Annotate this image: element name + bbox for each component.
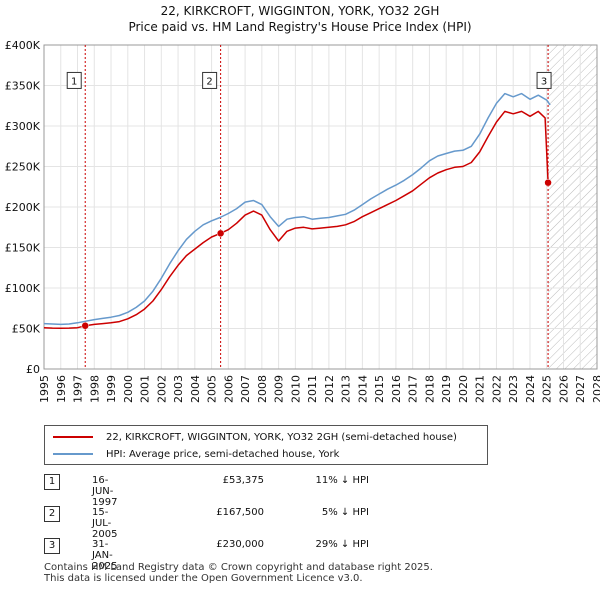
- footer-attribution: Contains HM Land Registry data © Crown c…: [44, 562, 433, 584]
- sale-marker-label: 1: [71, 76, 77, 87]
- sale-date: 16-JUN-1997: [92, 475, 118, 508]
- footer-line1: Contains HM Land Registry data © Crown c…: [44, 562, 433, 573]
- chart-title-line2: Price paid vs. HM Land Registry's House …: [128, 20, 472, 34]
- sale-point: [544, 178, 552, 187]
- y-tick-label: £100K: [5, 282, 41, 295]
- y-tick-label: £150K: [5, 242, 41, 255]
- legend-item-price: 22, KIRKCROFT, WIGGINTON, YORK, YO32 2GH…: [53, 430, 457, 444]
- sale-marker-box: [202, 71, 218, 89]
- y-tick-label: £300K: [5, 120, 41, 133]
- plot-frame: [43, 44, 598, 370]
- x-tick-label: 2010: [289, 375, 302, 403]
- legend-item-hpi: HPI: Average price, semi-detached house,…: [53, 447, 339, 461]
- sale-hpi-diff: 11% ↓ HPI: [315, 475, 369, 486]
- sale-number-badge: 3: [44, 538, 60, 554]
- sale-price: £167,500: [216, 507, 264, 518]
- x-tick-label: 2009: [273, 375, 286, 403]
- legend-hpi-label: HPI: Average price, semi-detached house,…: [106, 448, 340, 460]
- sale-marker-label: 3: [541, 76, 547, 87]
- x-tick-label: 2028: [591, 375, 600, 403]
- x-tick-label: 2018: [423, 375, 436, 403]
- sale-marker-box: [536, 71, 552, 89]
- sale-hpi-diff: 5% ↓ HPI: [321, 507, 369, 518]
- y-tick-label: £200K: [5, 201, 41, 214]
- y-tick-label: £0: [26, 363, 40, 376]
- price-paid-line: [43, 110, 549, 330]
- x-tick-label: 2022: [490, 375, 503, 403]
- hpi-line: [43, 92, 551, 326]
- sale-marker-box: [66, 71, 82, 89]
- sale-price: £53,375: [222, 475, 264, 486]
- x-tick-label: 1996: [55, 375, 68, 403]
- chart-legend: 22, KIRKCROFT, WIGGINTON, YORK, YO32 2GH…: [44, 425, 488, 465]
- sale-number-badge: 2: [44, 506, 60, 522]
- legend-hpi-swatch: [53, 453, 93, 455]
- sale-date: 31-JAN-2025: [92, 539, 118, 572]
- y-tick-label: £400K: [5, 39, 41, 52]
- x-tick-label: 1998: [88, 375, 101, 403]
- x-tick-label: 1995: [38, 375, 51, 403]
- x-tick-label: 2002: [155, 375, 168, 403]
- chart-title-line1: 22, KIRKCROFT, WIGGINTON, YORK, YO32 2GH: [160, 4, 440, 18]
- x-tick-label: 2006: [222, 375, 235, 403]
- x-tick-label: 2015: [373, 375, 386, 403]
- x-tick-label: 2014: [356, 375, 369, 403]
- x-tick-label: 2021: [474, 375, 487, 403]
- footer-line2: This data is licensed under the Open Gov…: [44, 573, 363, 584]
- x-tick-label: 2024: [524, 375, 537, 403]
- x-tick-label: 2027: [574, 375, 587, 403]
- y-tick-label: £250K: [5, 161, 41, 174]
- x-tick-label: 2026: [557, 375, 570, 403]
- x-tick-label: 1997: [72, 375, 85, 403]
- sale-point: [216, 229, 225, 238]
- x-tick-label: 2019: [440, 375, 453, 403]
- sale-marker-label: 2: [206, 76, 212, 87]
- x-tick-label: 2000: [122, 375, 135, 403]
- price-chart: £0 £50K £100K £150K £200K £250K £300K £350K £400…: [5, 39, 600, 403]
- x-tick-label: 2008: [256, 375, 269, 403]
- y-tick-label: £350K: [5, 80, 41, 93]
- x-tick-label: 2004: [189, 375, 202, 403]
- x-tick-label: 2017: [407, 375, 420, 403]
- x-tick-label: 2016: [390, 375, 403, 403]
- sale-price: £230,000: [216, 539, 264, 550]
- x-tick-label: 2020: [457, 375, 470, 403]
- x-tick-label: 2007: [239, 375, 252, 403]
- x-tick-label: 2025: [541, 375, 554, 403]
- legend-price-label: 22, KIRKCROFT, WIGGINTON, YORK, YO32 2GH…: [106, 431, 457, 443]
- sale-hpi-diff: 29% ↓ HPI: [315, 539, 369, 550]
- y-tick-label: £50K: [12, 323, 41, 336]
- sale-point: [81, 322, 89, 330]
- x-tick-label: 1999: [105, 375, 118, 403]
- x-tick-label: 2023: [507, 375, 520, 403]
- x-tick-label: 2005: [206, 375, 219, 403]
- x-tick-label: 2012: [323, 375, 336, 403]
- x-tick-label: 2001: [139, 375, 152, 403]
- x-tick-label: 2003: [172, 375, 185, 403]
- legend-price-swatch: [53, 436, 93, 438]
- x-tick-label: 2013: [340, 375, 353, 403]
- sale-date: 15-JUL-2005: [92, 507, 118, 540]
- x-tick-label: 2011: [306, 375, 319, 403]
- sale-number-badge: 1: [44, 474, 60, 490]
